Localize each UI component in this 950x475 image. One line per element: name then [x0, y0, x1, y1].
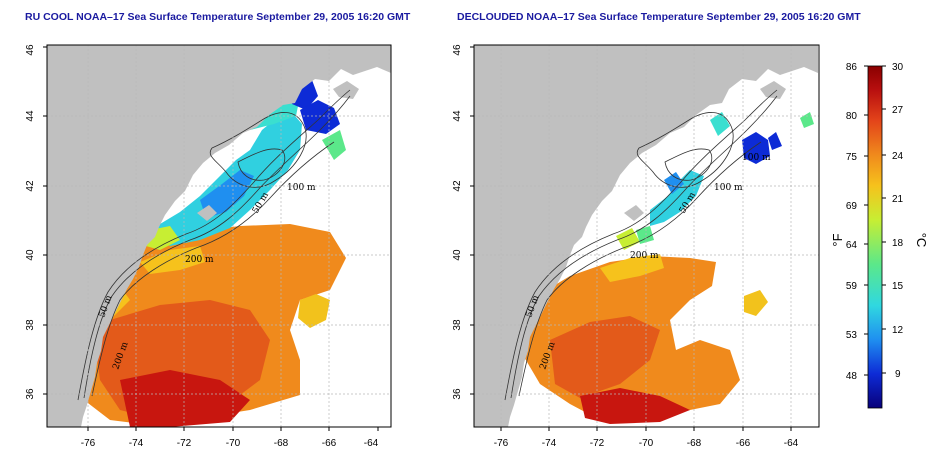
celsius-tick: 21	[892, 194, 904, 205]
right-lon-tick: -66	[736, 438, 751, 449]
fahrenheit-tick: 53	[846, 330, 858, 341]
right-bathymetry-contours	[504, 89, 778, 401]
fahrenheit-tick: 48	[846, 371, 858, 382]
right-lat-tick: 44	[452, 110, 463, 122]
left-map-frame	[46, 44, 392, 428]
left-lat-tick: 40	[25, 249, 36, 261]
right-contour-label-1: 100 m	[714, 183, 743, 193]
left-map-panel: 100 m 50 m 200 m 50 m 200 m -76 -74 -72 …	[25, 44, 392, 449]
right-lon-tick: -72	[590, 438, 605, 449]
fahrenheit-tick: 69	[846, 201, 858, 212]
right-contour-label-3: 200 m	[630, 251, 659, 261]
left-lat-tick: 38	[25, 319, 36, 331]
left-lon-axis: -76 -74 -72 -70 -68 -66 -64	[81, 427, 379, 449]
celsius-tick: 27	[892, 105, 904, 116]
left-lat-tick: 46	[25, 44, 36, 56]
left-map-title: RU COOL NOAA–17 Sea Surface Temperature …	[25, 11, 411, 23]
left-graticule	[47, 45, 391, 427]
colorbar: 86 80 75 69 64 59 53 48 30 27 24 21 18 1…	[830, 62, 929, 409]
left-lat-tick: 42	[25, 180, 36, 192]
right-map-title: DECLOUDED NOAA–17 Sea Surface Temperatur…	[457, 11, 861, 23]
fahrenheit-tick: 64	[846, 240, 858, 251]
colorbar-scale	[867, 65, 883, 409]
colorbar-celsius-ticks: 30 27 24 21 18 15 12 9	[882, 62, 904, 380]
right-map-panel: 100 m 50 m 200 m 50 m 200 m 100 m -76 -7…	[452, 44, 820, 449]
left-lon-tick: -66	[322, 438, 337, 449]
left-lon-tick: -68	[274, 438, 289, 449]
fahrenheit-tick: 59	[846, 281, 858, 292]
fahrenheit-tick: 75	[846, 152, 858, 163]
right-lat-tick: 46	[452, 44, 463, 56]
right-lon-tick: -76	[494, 438, 509, 449]
celsius-tick: 9	[895, 369, 901, 380]
fahrenheit-tick: 80	[846, 111, 858, 122]
celsius-tick: 24	[892, 151, 904, 162]
left-lon-tick: -76	[81, 438, 96, 449]
right-lon-tick: -64	[784, 438, 799, 449]
left-lon-tick: -70	[226, 438, 241, 449]
left-bathymetry-contours	[77, 89, 351, 401]
fahrenheit-tick: 86	[846, 62, 858, 73]
right-lat-tick: 36	[452, 388, 463, 400]
left-lon-tick: -74	[129, 438, 144, 449]
right-contour-label-6: 100 m	[742, 153, 771, 163]
right-lon-tick: -68	[687, 438, 702, 449]
right-lat-tick: 38	[452, 319, 463, 331]
colorbar-fahrenheit-ticks: 86 80 75 69 64 59 53 48	[846, 62, 868, 382]
right-lat-tick: 42	[452, 180, 463, 192]
right-graticule	[474, 45, 819, 427]
left-lat-tick: 36	[25, 388, 36, 400]
right-lat-axis: 36 38 40 42 44 46	[452, 44, 474, 400]
left-lat-axis: 36 38 40 42 44 46	[25, 44, 47, 400]
celsius-tick: 15	[892, 281, 904, 292]
celsius-tick: 12	[892, 325, 904, 336]
right-lon-tick: -70	[639, 438, 654, 449]
celsius-tick: 30	[892, 62, 904, 73]
left-contour-label-1: 100 m	[287, 183, 316, 193]
right-lon-axis: -76 -74 -72 -70 -68 -66 -64	[494, 427, 799, 449]
left-lat-tick: 44	[25, 110, 36, 122]
right-sst-warm-region	[520, 254, 768, 424]
right-lat-tick: 40	[452, 249, 463, 261]
fahrenheit-label: °F	[830, 233, 845, 246]
left-lon-tick: -72	[177, 438, 192, 449]
right-lon-tick: -74	[542, 438, 557, 449]
left-contour-label-3: 200 m	[185, 255, 214, 265]
left-lon-tick: -64	[364, 438, 379, 449]
celsius-label: °C	[914, 233, 929, 248]
celsius-tick: 18	[892, 238, 904, 249]
